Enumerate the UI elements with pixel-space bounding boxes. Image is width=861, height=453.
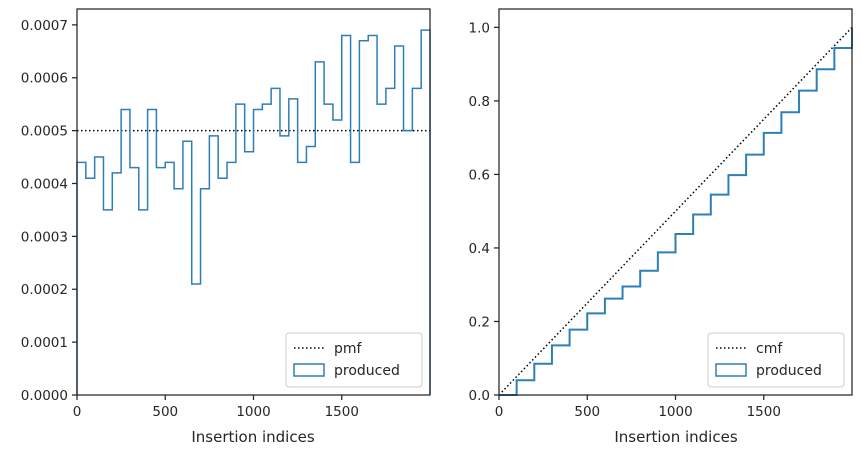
y-tick-label: 0.0007 bbox=[21, 18, 68, 34]
cmf-chart: Insertion indices 0 500 1000 1500 0.0 0.2 0.4 0… bbox=[469, 8, 853, 446]
x-tick-label: 500 bbox=[574, 404, 600, 420]
legend: pmf produced bbox=[285, 332, 423, 388]
y-tick-label: 0.2 bbox=[469, 314, 490, 330]
y-tick-label: 0.0006 bbox=[21, 71, 68, 87]
x-tick-label: 0 bbox=[495, 404, 504, 420]
histogram-step-line bbox=[76, 29, 431, 395]
y-tick-label: 0.8 bbox=[469, 94, 490, 110]
legend-box-swatch bbox=[715, 363, 747, 377]
x-tick-label: 1500 bbox=[747, 404, 781, 420]
legend-box bbox=[707, 332, 845, 388]
legend-box bbox=[285, 332, 423, 388]
x-axis-label: Insertion indices bbox=[191, 428, 314, 446]
x-tick-label: 1500 bbox=[325, 404, 359, 420]
y-tick-label: 0.6 bbox=[469, 167, 490, 183]
x-tick-label: 500 bbox=[152, 404, 178, 420]
y-tick-label: 0.0 bbox=[469, 388, 490, 404]
y-tick-label: 0.0002 bbox=[21, 282, 68, 298]
y-tick-label: 0.0005 bbox=[21, 124, 68, 140]
legend-label: cmf bbox=[756, 341, 783, 357]
x-tick-label: 1000 bbox=[236, 404, 270, 420]
legend-label: produced bbox=[334, 363, 400, 379]
y-tick-label: 1.0 bbox=[469, 20, 490, 36]
cumulative-step-line bbox=[499, 27, 853, 396]
legend: cmf produced bbox=[707, 332, 845, 388]
x-axis-label: Insertion indices bbox=[614, 428, 737, 446]
y-tick-label: 0.0003 bbox=[21, 229, 68, 245]
x-tick-label: 0 bbox=[73, 404, 82, 420]
legend-label: pmf bbox=[334, 341, 363, 357]
y-tick-label: 0.0000 bbox=[21, 388, 68, 404]
reference-dotted-line bbox=[498, 26, 853, 396]
y-tick-label: 0.0001 bbox=[21, 335, 68, 351]
x-tick-label: 1000 bbox=[658, 404, 692, 420]
y-tick-label: 0.0004 bbox=[21, 176, 68, 192]
legend-box-swatch bbox=[293, 363, 325, 377]
legend-label: produced bbox=[756, 363, 822, 379]
y-tick-label: 0.4 bbox=[469, 241, 490, 257]
pmf-histogram-chart: Insertion indices 0 500 1000 1500 0.0000 0.00… bbox=[21, 8, 431, 446]
